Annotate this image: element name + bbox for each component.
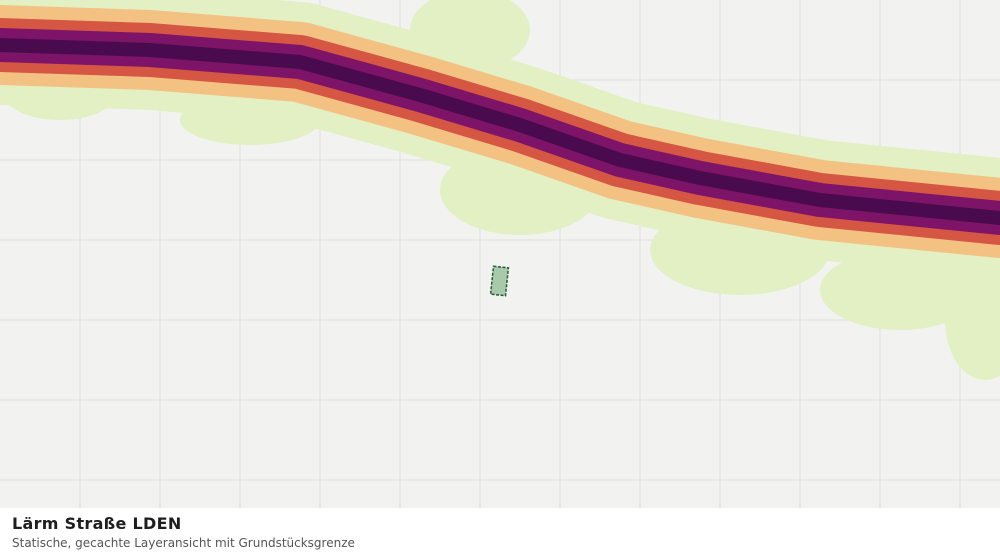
parcel-boundary [489, 265, 510, 297]
map [0, 0, 1000, 508]
footer: Lärm Straße LDEN Statische, gecachte Lay… [0, 508, 1000, 560]
map-title: Lärm Straße LDEN [12, 514, 182, 533]
map-subtitle: Statische, gecachte Layeransicht mit Gru… [12, 536, 355, 550]
noise-zone-75 [0, 38, 1000, 225]
noise-layer [0, 0, 1000, 380]
